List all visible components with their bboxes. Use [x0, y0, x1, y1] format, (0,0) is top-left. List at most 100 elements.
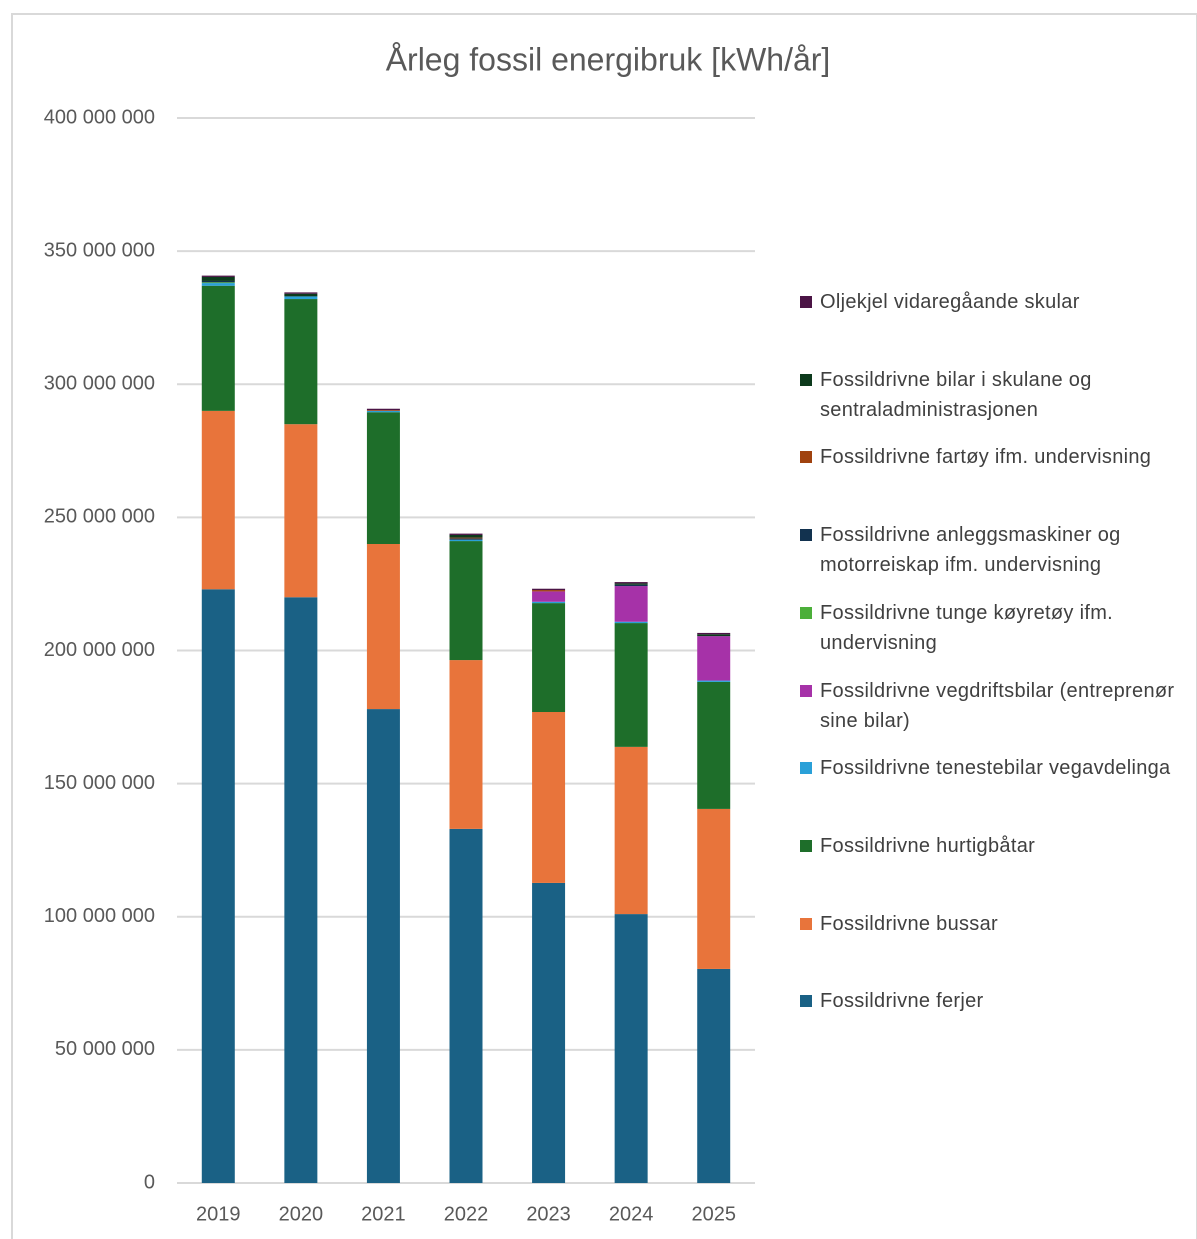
- legend-swatch: [800, 606, 812, 619]
- bar-segment: [284, 299, 318, 425]
- legend-label: Fossildrivne anleggsmaskiner og motorrei…: [820, 524, 1121, 577]
- x-tick-label: 2023: [526, 1203, 571, 1225]
- bar-segment: [449, 828, 483, 1183]
- legend-swatch: [800, 762, 812, 775]
- bar-segment: [449, 660, 483, 829]
- bar-segment: [366, 410, 400, 413]
- legend-swatch: [800, 917, 812, 930]
- legend-swatch: [800, 373, 812, 386]
- legend-entry: Fossildrivne ferjer: [800, 986, 1185, 1016]
- bar-segment: [449, 534, 483, 538]
- bar-segment: [697, 634, 731, 637]
- bar-segment: [449, 539, 483, 542]
- legend-label: Fossildrivne hurtigbåtar: [820, 834, 1036, 857]
- x-tick-label: 2021: [361, 1203, 406, 1225]
- bar-segment: [697, 808, 731, 969]
- bar-segment: [449, 538, 483, 540]
- y-tick-label: 300 000 000: [44, 373, 155, 395]
- legend-swatch: [800, 451, 812, 464]
- bar-segment: [532, 590, 566, 592]
- bar-segment: [201, 275, 235, 277]
- legend-swatch: [800, 839, 812, 852]
- bar-segment: [614, 584, 648, 587]
- legend-entry: Fossildrivne vegdriftsbilar (entreprenør…: [800, 676, 1185, 736]
- legend-label: Fossildrivne bussar: [820, 912, 998, 935]
- bar-segment: [697, 681, 731, 809]
- bar-segment: [366, 709, 400, 1183]
- bar-segment: [449, 541, 483, 661]
- legend-entry: Fossildrivne hurtigbåtar: [800, 831, 1185, 861]
- x-tick-label: 2024: [609, 1203, 654, 1225]
- y-tick-label: 250 000 000: [44, 506, 155, 528]
- legend-entry: Fossildrivne anleggsmaskiner og motorrei…: [800, 520, 1185, 580]
- x-tick-label: 2022: [444, 1203, 489, 1225]
- bar-segment: [614, 623, 648, 747]
- legend-swatch: [800, 684, 812, 697]
- bar-segment: [201, 589, 235, 1183]
- bar-segment: [201, 276, 235, 281]
- bar-segment: [614, 914, 648, 1183]
- legend-swatch: [800, 296, 812, 308]
- bar-segment: [614, 746, 648, 915]
- legend-label: Fossildrivne ferjer: [820, 990, 984, 1013]
- bar-segment: [284, 424, 318, 598]
- bar-segment: [532, 591, 566, 602]
- bar-segment: [697, 632, 731, 635]
- bar-segment: [284, 296, 318, 300]
- bar-segment: [366, 408, 400, 411]
- y-tick-label: 200 000 000: [44, 639, 155, 661]
- legend-label: Fossildrivne vegdriftsbilar (entreprenør…: [820, 679, 1175, 732]
- bar-segment: [366, 412, 400, 544]
- bar-segment: [366, 410, 400, 411]
- bar-segment: [614, 586, 648, 622]
- legend-entry: Fossildrivne tunge køyretøy ifm. undervi…: [800, 598, 1185, 658]
- x-tick-label: 2019: [196, 1203, 241, 1225]
- legend-entry: Fossildrivne tenestebilar vegavdelinga: [800, 753, 1185, 783]
- legend-entry: Fossildrivne bilar i skulane og sentrala…: [800, 365, 1185, 425]
- legend-entry: Fossildrivne bussar: [800, 909, 1185, 939]
- x-tick-label: 2025: [691, 1203, 736, 1225]
- bar-segment: [697, 680, 731, 682]
- legend-entry: Fossildrivne fartøy ifm. undervisning: [800, 442, 1185, 472]
- bar-segment: [284, 597, 318, 1183]
- bar-segment: [697, 968, 731, 1183]
- y-tick-label: 0: [144, 1171, 155, 1193]
- bar-segment: [532, 712, 566, 883]
- legend-label: Fossildrivne tunge køyretøy ifm. undervi…: [820, 601, 1114, 654]
- bar-segment: [284, 292, 318, 294]
- y-tick-label: 400 000 000: [44, 106, 155, 128]
- bar-segment: [614, 621, 648, 624]
- bar-segment: [284, 293, 318, 297]
- legend-label: Oljekjel vidaregåande skular: [820, 291, 1080, 313]
- bar-segment: [532, 601, 566, 604]
- legend-label: Fossildrivne tenestebilar vegavdelinga: [820, 757, 1171, 780]
- bar-segment: [532, 882, 566, 1183]
- bar-segment: [614, 582, 648, 584]
- bar-segment: [449, 533, 483, 535]
- bar-segment: [201, 283, 235, 286]
- bar-segment: [201, 282, 235, 284]
- bar-segment: [614, 583, 648, 585]
- y-tick-label: 100 000 000: [44, 905, 155, 927]
- y-tick-label: 350 000 000: [44, 239, 155, 261]
- legend-swatch: [800, 529, 812, 542]
- y-tick-label: 50 000 000: [55, 1038, 155, 1060]
- x-tick-label: 2020: [279, 1203, 324, 1225]
- bar-segment: [697, 636, 731, 681]
- bar-segment: [449, 537, 483, 539]
- chart-frame: [11, 13, 1197, 1239]
- legend-entry: Oljekjel vidaregåande skular: [800, 287, 1185, 317]
- bar-segment: [532, 588, 566, 591]
- y-tick-label: 150 000 000: [44, 772, 155, 794]
- legend-label: Fossildrivne fartøy ifm. undervisning: [820, 446, 1152, 469]
- bar-segment: [201, 280, 235, 283]
- bar-segment: [201, 285, 235, 411]
- legend-label: Fossildrivne bilar i skulane og sentrala…: [820, 368, 1092, 421]
- bar-segment: [366, 544, 400, 710]
- legend-swatch: [800, 995, 812, 1008]
- bar-segment: [532, 603, 566, 713]
- chart-title: Årleg fossil energibruk [kWh/år]: [386, 41, 831, 77]
- bar-segment: [201, 410, 235, 590]
